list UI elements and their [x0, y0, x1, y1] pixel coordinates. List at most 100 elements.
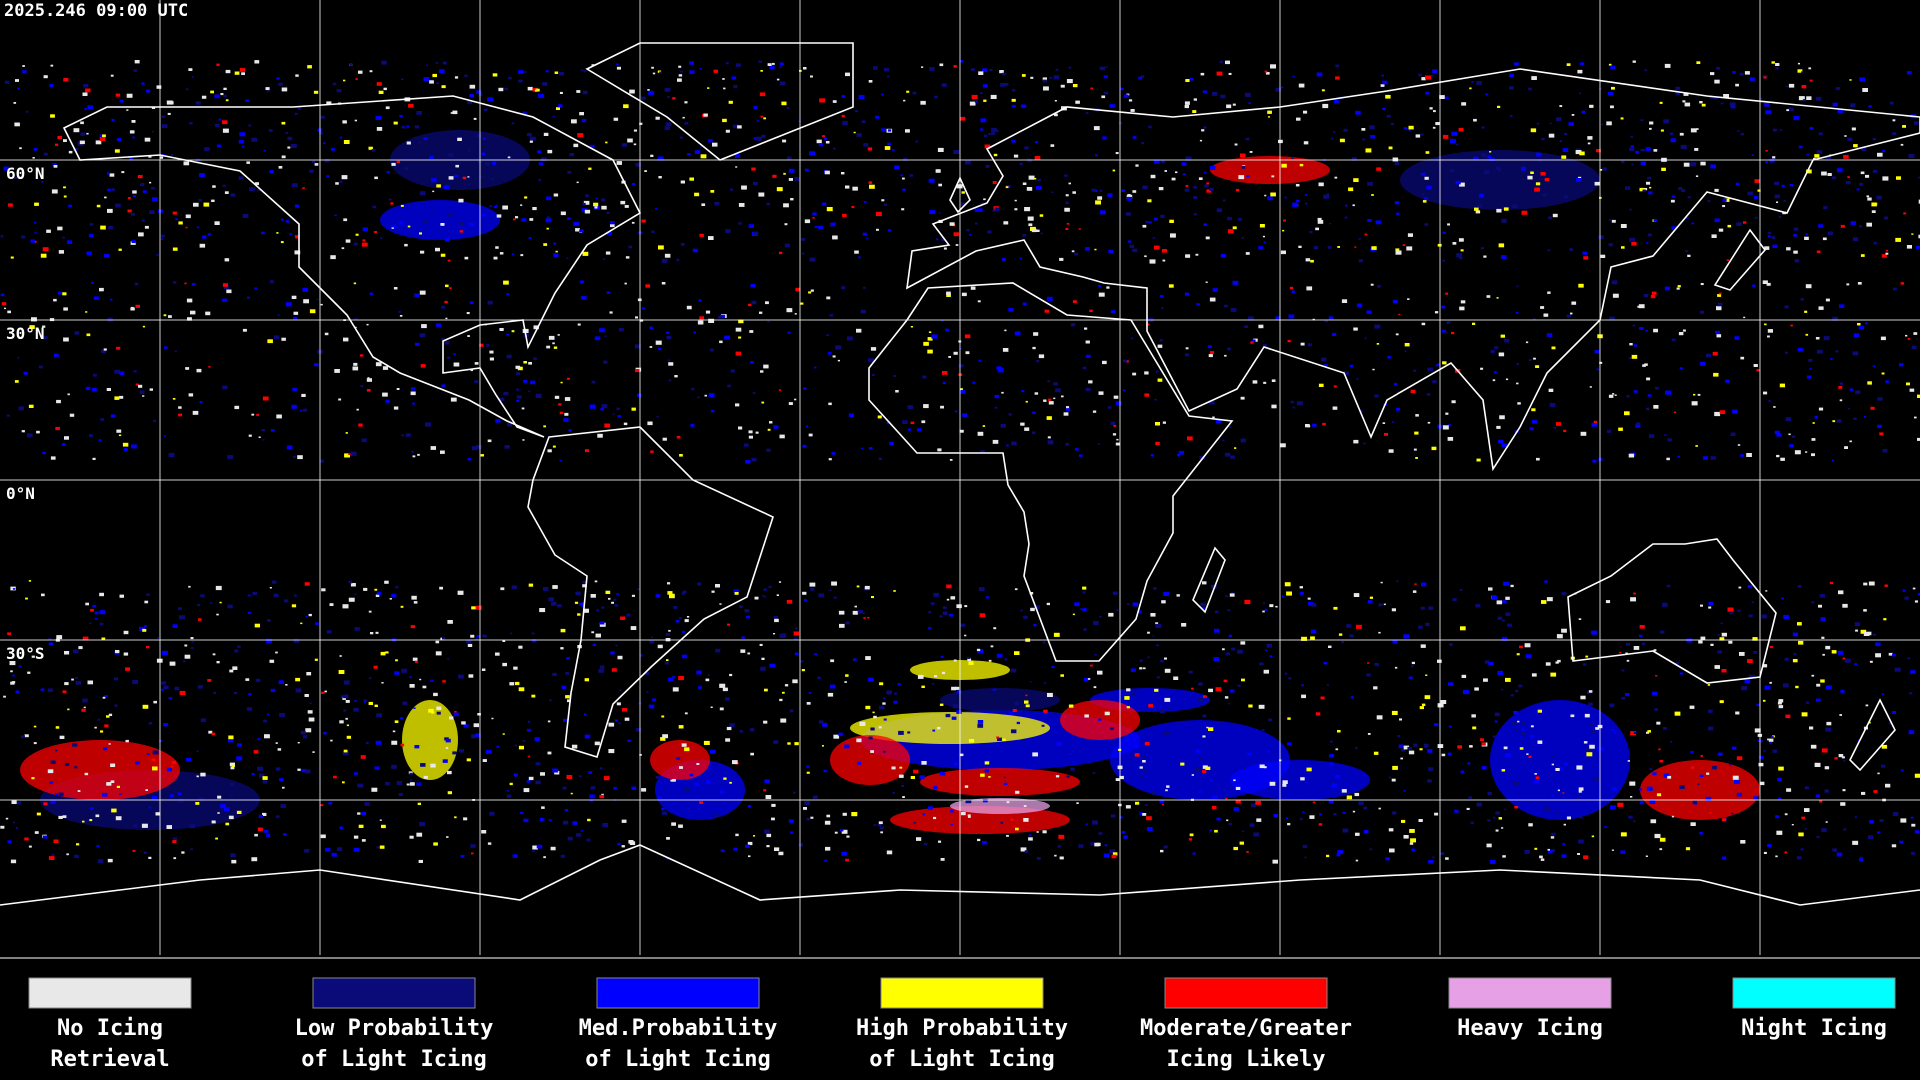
- icing-pixel: [184, 644, 188, 647]
- icing-pixel: [873, 824, 877, 826]
- icing-pixel: [1087, 678, 1091, 680]
- icing-pixel: [339, 136, 343, 139]
- icing-pixel: [1012, 709, 1017, 712]
- icing-pixel: [1363, 829, 1369, 834]
- icing-pixel: [1216, 71, 1223, 76]
- icing-pixel: [788, 819, 794, 823]
- icing-pixel: [1180, 762, 1185, 766]
- icing-pixel: [1202, 770, 1207, 774]
- icing-pixel: [467, 458, 471, 461]
- icing-pixel: [55, 749, 58, 752]
- icing-pixel: [1732, 746, 1737, 750]
- icing-pixel: [1188, 670, 1193, 674]
- icing-pixel: [1633, 646, 1640, 650]
- icing-pixel: [133, 370, 137, 373]
- icing-pixel: [1630, 597, 1636, 602]
- icing-pixel: [764, 688, 768, 692]
- icing-pixel: [1085, 387, 1091, 392]
- icing-pixel: [1862, 88, 1868, 92]
- icing-pixel: [1310, 629, 1317, 634]
- icing-pixel: [152, 750, 159, 755]
- icing-pixel: [127, 197, 131, 200]
- icing-pixel: [1270, 64, 1276, 69]
- icing-pixel: [719, 790, 725, 794]
- icing-pixel: [1295, 184, 1300, 187]
- icing-pixel: [863, 143, 869, 147]
- icing-pixel: [970, 286, 976, 290]
- icing-pixel: [1309, 815, 1315, 819]
- icing-pixel: [972, 381, 976, 384]
- icing-pixel: [1690, 128, 1697, 133]
- icing-pixel: [452, 751, 457, 755]
- icing-pixel: [1123, 359, 1127, 363]
- icing-pixel: [1838, 590, 1844, 595]
- icing-pixel: [146, 753, 150, 756]
- icing-pixel: [1369, 848, 1372, 851]
- icing-pixel: [1840, 224, 1845, 228]
- icing-pixel: [1650, 295, 1656, 299]
- icing-pixel: [227, 604, 233, 609]
- icing-pixel: [1284, 582, 1291, 587]
- icing-pixel: [1764, 685, 1771, 690]
- icing-pixel: [116, 429, 122, 433]
- icing-pixel: [1068, 704, 1074, 708]
- icing-pixel: [1144, 393, 1150, 397]
- icing-pixel: [730, 369, 735, 373]
- icing-pixel: [651, 230, 655, 233]
- icing-pixel: [875, 115, 880, 119]
- icing-pixel: [803, 387, 807, 390]
- icing-pixel: [1639, 326, 1644, 330]
- icing-pixel: [1521, 722, 1526, 725]
- icing-pixel: [1267, 750, 1271, 753]
- icing-pixel: [144, 625, 147, 627]
- icing-pixel: [153, 700, 157, 704]
- icing-pixel: [425, 422, 431, 427]
- icing-pixel: [1806, 375, 1812, 379]
- icing-pixel: [649, 326, 653, 329]
- icing-pixel: [1906, 71, 1912, 75]
- icing-pixel: [709, 749, 716, 754]
- icing-pixel: [1372, 368, 1375, 371]
- icing-pixel: [1139, 766, 1143, 769]
- icing-pixel: [1650, 819, 1657, 824]
- icing-pixel: [1868, 105, 1872, 108]
- icing-pixel: [724, 335, 730, 340]
- icing-layer: [0, 60, 1920, 864]
- icing-pixel: [356, 408, 359, 411]
- legend-label: Med.Probability: [579, 1016, 778, 1041]
- icing-pixel: [1804, 310, 1808, 313]
- icing-pixel: [254, 182, 259, 186]
- icing-pixel: [489, 357, 494, 361]
- icing-pixel: [199, 173, 205, 178]
- icing-pixel: [439, 586, 443, 590]
- icing-pixel: [355, 78, 358, 80]
- icing-pixel: [1689, 705, 1695, 709]
- icing-pixel: [1307, 597, 1311, 600]
- icing-pixel: [676, 436, 681, 439]
- icing-pixel: [1001, 258, 1006, 261]
- icing-pixel: [1421, 172, 1426, 176]
- icing-pixel: [1085, 340, 1090, 344]
- icing-pixel: [190, 310, 196, 315]
- icing-pixel: [479, 343, 484, 347]
- icing-pixel: [1318, 383, 1324, 387]
- icing-pixel: [540, 772, 545, 776]
- icing-pixel: [1751, 601, 1754, 604]
- icing-pixel: [312, 160, 316, 164]
- icing-pixel: [1801, 712, 1808, 717]
- icing-pixel: [938, 183, 942, 187]
- icing-pixel: [584, 734, 591, 739]
- icing-pixel: [1653, 405, 1659, 409]
- icing-pixel: [647, 89, 650, 91]
- icing-pixel: [790, 198, 794, 201]
- icing-pixel: [305, 615, 308, 618]
- icing-pixel: [1608, 394, 1614, 398]
- icing-pixel: [584, 678, 589, 682]
- icing-pixel: [522, 439, 525, 441]
- icing-pixel: [1695, 175, 1699, 177]
- icing-pixel: [55, 726, 60, 729]
- icing-pixel: [1837, 108, 1843, 113]
- icing-pixel: [672, 687, 679, 692]
- icing-pixel: [1606, 121, 1612, 126]
- icing-pixel: [190, 848, 193, 851]
